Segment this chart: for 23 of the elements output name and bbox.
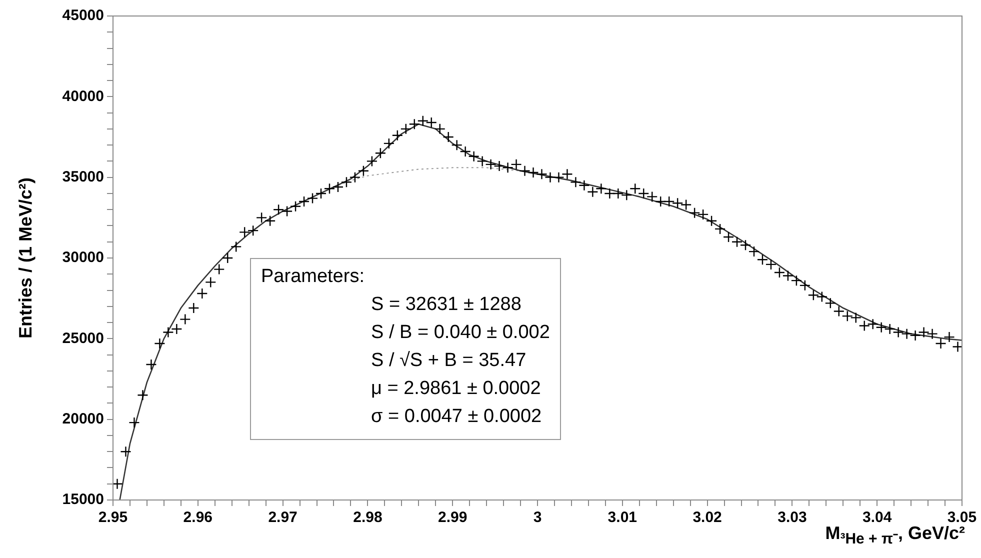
x-tick-label: 3.02 (692, 509, 722, 526)
annotation: S / √S + B = 35.47 (370, 349, 528, 373)
x-tick-label: 3.01 (608, 509, 637, 526)
x-tick-label: 3.03 (778, 509, 807, 526)
x-tick-label: 2.98 (353, 509, 382, 526)
y-tick-label: 20000 (62, 410, 104, 428)
x-tick-label: 3 (533, 509, 542, 526)
x-tick-label: 2.96 (183, 509, 212, 526)
y-tick-label: 45000 (62, 7, 104, 24)
y-tick-label: 15000 (62, 491, 104, 508)
annotation: S / B = 0.040 ± 0.002 (370, 321, 550, 345)
annotation: σ = 0.0047 ± 0.0002 (370, 405, 543, 429)
y-tick-label: 30000 (62, 249, 104, 266)
y-tick-label: 25000 (62, 330, 104, 347)
x-tick-label: 2.95 (98, 509, 128, 526)
annotation: S = 32631 ± 1288 (370, 293, 522, 317)
x-tick-label: 2.97 (268, 509, 298, 526)
annotation: μ = 2.9861 ± 0.0002 (370, 377, 542, 401)
y-tick-label: 35000 (62, 168, 104, 186)
y-axis-title: Entries / (1 MeV/c²) (16, 177, 36, 339)
annotation: Parameters: (261, 265, 366, 289)
x-tick-label: 2.99 (438, 509, 468, 526)
y-tick-label: 40000 (62, 88, 104, 105)
